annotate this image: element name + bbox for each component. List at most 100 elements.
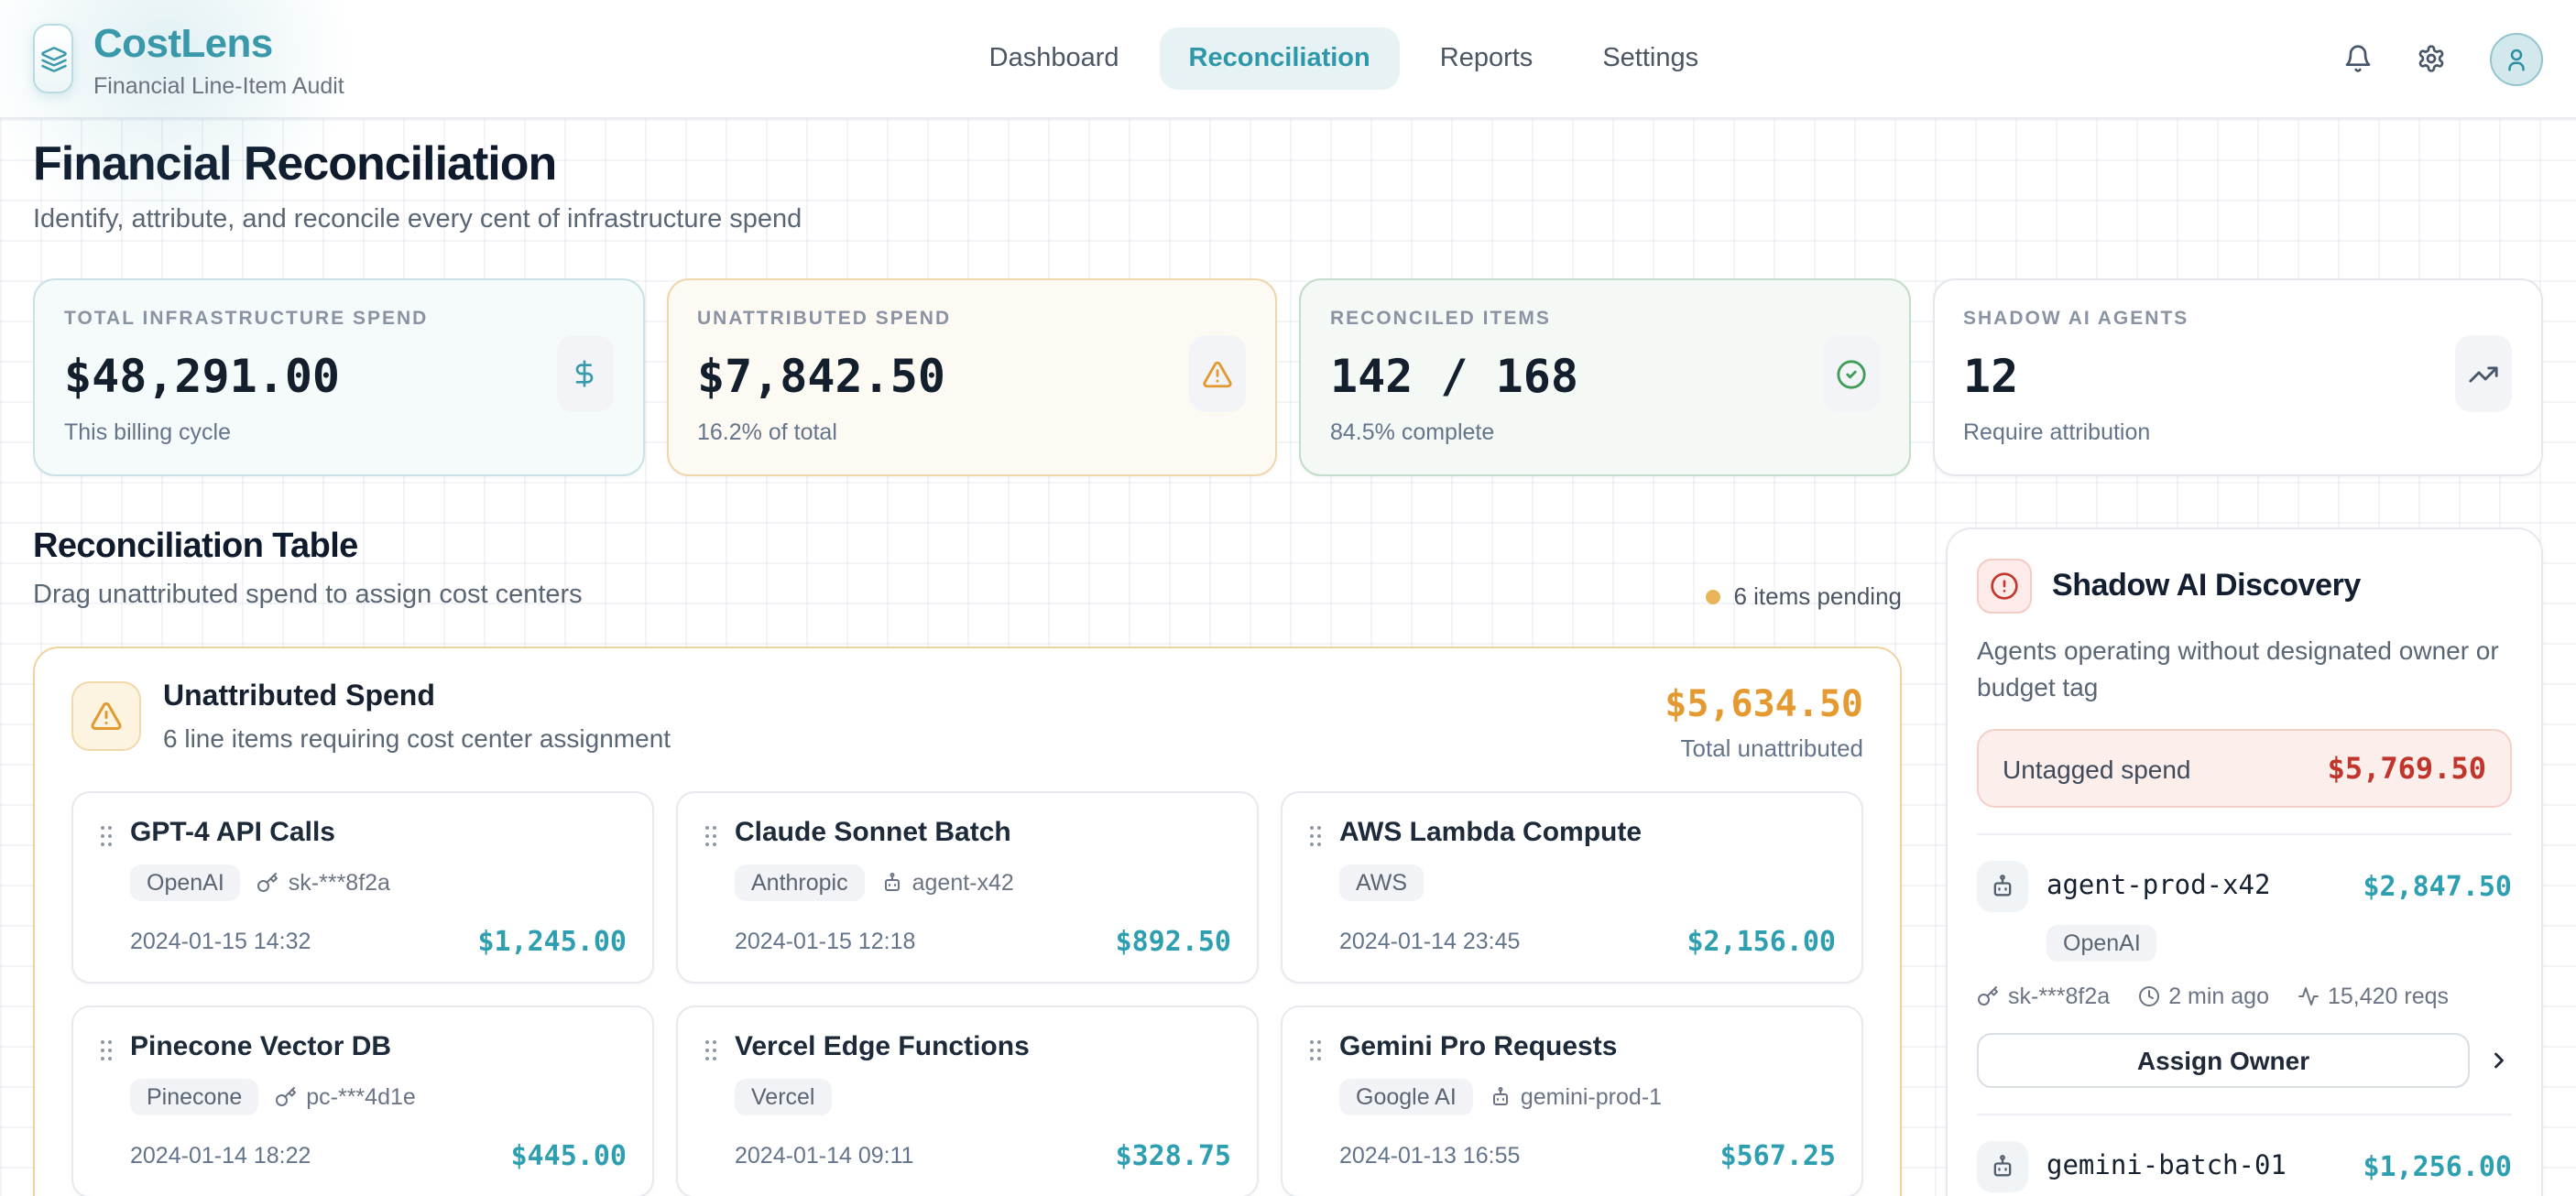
line-item-aws-lambda[interactable]: AWS Lambda Compute AWS 2024-01-14 23:45 … — [1281, 791, 1863, 984]
line-item-content: Gemini Pro Requests Google AI gemini-pro… — [1339, 1031, 1836, 1172]
drag-handle-icon[interactable] — [99, 1037, 114, 1172]
pending-badge-label: 6 items pending — [1733, 582, 1902, 610]
line-item-date: 2024-01-13 16:55 — [1339, 1143, 1521, 1169]
agent-key-text: sk-***8f2a — [2008, 984, 2111, 1010]
line-item-date: 2024-01-15 14:32 — [130, 929, 311, 954]
main-nav: Dashboard Reconciliation Reports Setting… — [960, 27, 1728, 90]
line-item-name: Vercel Edge Functions — [735, 1031, 1030, 1062]
agent-meta: sk-***8f2a 2 min ago 15,420 reqs — [1977, 984, 2512, 1009]
line-items-grid: GPT-4 API Calls OpenAI sk-***8f2a — [71, 791, 1863, 1196]
user-avatar-icon[interactable] — [2490, 32, 2543, 85]
agent-name: agent-prod-x42 — [2047, 872, 2271, 902]
unattributed-title: Unattributed Spend — [163, 681, 435, 712]
agent-amount: $2,847.50 — [2363, 870, 2512, 904]
stats-row: TOTAL INFRASTRUCTURE SPEND $48,291.00 Th… — [33, 278, 2543, 476]
warning-triangle-icon — [71, 681, 141, 751]
shadow-ai-panel: Shadow AI Discovery Agents operating wit… — [1946, 527, 2543, 1196]
stat-label: SHADOW AI AGENTS — [1963, 308, 2189, 330]
line-item-ref: gemini-prod-1 — [1490, 1084, 1662, 1110]
line-item-name: Pinecone Vector DB — [130, 1031, 392, 1062]
line-item-pinecone[interactable]: Pinecone Vector DB Pinecone pc-***4d1e — [71, 1006, 654, 1196]
line-item-gemini[interactable]: Gemini Pro Requests Google AI gemini-pro… — [1281, 1006, 1863, 1196]
shadow-panel-title: Shadow AI Discovery — [2052, 568, 2361, 603]
line-item-content: GPT-4 API Calls OpenAI sk-***8f2a — [130, 817, 627, 958]
nav-item-reconciliation[interactable]: Reconciliation — [1159, 27, 1400, 90]
drag-handle-icon[interactable] — [99, 822, 114, 958]
brand-tagline: Financial Line-Item Audit — [93, 72, 344, 98]
line-item-content: Pinecone Vector DB Pinecone pc-***4d1e — [130, 1031, 627, 1172]
nav-item-settings[interactable]: Settings — [1573, 27, 1728, 90]
line-item-ref-text: sk-***8f2a — [288, 870, 390, 896]
unattributed-total: $5,634.50 — [1665, 681, 1863, 725]
warning-triangle-icon — [1189, 335, 1246, 412]
unattributed-subtitle: 6 line items requiring cost center assig… — [163, 723, 671, 753]
line-item-date: 2024-01-14 18:22 — [130, 1143, 311, 1169]
section-subtitle: Drag unattributed spend to assign cost c… — [33, 581, 583, 610]
line-item-content: Vercel Edge Functions Vercel 2024-01-14 … — [735, 1031, 1231, 1172]
nav-item-dashboard[interactable]: Dashboard — [960, 27, 1149, 90]
vendor-badge: OpenAI — [130, 864, 241, 901]
line-item-tags: Anthropic agent-x42 — [735, 864, 1231, 901]
line-item-ref: agent-x42 — [881, 870, 1014, 896]
line-item-amount: $445.00 — [510, 1139, 627, 1172]
line-item-amount: $328.75 — [1115, 1139, 1231, 1172]
bell-icon[interactable] — [2343, 44, 2373, 73]
stat-label: UNATTRIBUTED SPEND — [697, 308, 952, 330]
unattributed-panel-header: Unattributed Spend 6 line items requirin… — [71, 681, 1863, 762]
line-item-tags: Pinecone pc-***4d1e — [130, 1079, 627, 1115]
agent-badge-row: OpenAI — [2047, 925, 2512, 962]
agent-actions: Assign Owner — [1977, 1033, 2512, 1089]
line-item-name: Gemini Pro Requests — [1339, 1031, 1618, 1062]
unattributed-title-block: Unattributed Spend 6 line items requirin… — [163, 681, 671, 753]
stat-value: $7,842.50 — [697, 350, 945, 403]
line-item-content: Claude Sonnet Batch Anthropic agent-x42 — [735, 817, 1231, 958]
trending-up-icon — [2455, 335, 2512, 412]
brand-text: CostLens Financial Line-Item Audit — [93, 19, 344, 98]
layers-icon — [39, 45, 67, 72]
line-item-ref-text: gemini-prod-1 — [1520, 1084, 1663, 1110]
line-item-amount: $567.25 — [1719, 1139, 1836, 1172]
line-item-gpt4[interactable]: GPT-4 API Calls OpenAI sk-***8f2a — [71, 791, 654, 984]
stat-card-total-spend: TOTAL INFRASTRUCTURE SPEND $48,291.00 Th… — [33, 278, 644, 476]
alert-circle-icon — [1977, 559, 2032, 614]
line-item-vercel[interactable]: Vercel Edge Functions Vercel 2024-01-14 … — [676, 1006, 1259, 1196]
shadow-panel-subtitle: Agents operating without designated owne… — [1977, 636, 2499, 701]
activity-icon — [2297, 985, 2319, 1007]
robot-icon — [881, 872, 903, 894]
agent-amount: $1,256.00 — [2363, 1150, 2512, 1184]
assign-owner-button[interactable]: Assign Owner — [1977, 1033, 2470, 1089]
chevron-right-icon[interactable] — [2486, 1048, 2512, 1073]
robot-icon — [1977, 861, 2028, 913]
agent-entry-gemini-batch: gemini-batch-01 $1,256.00 Google AI ai-*… — [1977, 1114, 2512, 1196]
line-item-claude[interactable]: Claude Sonnet Batch Anthropic agent-x42 — [676, 791, 1259, 984]
drag-handle-icon[interactable] — [704, 1037, 718, 1172]
brand[interactable]: CostLens Financial Line-Item Audit — [33, 19, 344, 98]
line-item-footer: 2024-01-14 09:11 $328.75 — [735, 1139, 1231, 1172]
page-title: Financial Reconciliation — [33, 136, 557, 190]
gear-icon[interactable] — [2417, 44, 2446, 73]
line-item-footer: 2024-01-14 23:45 $2,156.00 — [1339, 925, 1836, 958]
drag-handle-icon[interactable] — [1308, 1037, 1323, 1172]
untagged-spend-box: Untagged spend $5,769.50 — [1977, 729, 2512, 809]
stat-card-shadow-agents: SHADOW AI AGENTS 12 Require attribution — [1932, 278, 2543, 476]
unattributed-total-label: Total unattributed — [1680, 734, 1863, 762]
brand-name: CostLens — [93, 19, 273, 65]
line-item-ref: sk-***8f2a — [257, 870, 390, 896]
nav-item-reports[interactable]: Reports — [1411, 27, 1563, 90]
drag-handle-icon[interactable] — [1308, 822, 1323, 958]
header-actions — [2343, 32, 2543, 85]
stat-card-reconciled: RECONCILED ITEMS 142 / 168 84.5% complet… — [1299, 278, 1910, 476]
drag-handle-icon[interactable] — [704, 822, 718, 958]
robot-icon — [1977, 1141, 2028, 1193]
section-heading-block: Reconciliation Table Drag unattributed s… — [33, 527, 583, 610]
untagged-spend-value: $5,769.50 — [2327, 751, 2486, 787]
stat-card-unattributed: UNATTRIBUTED SPEND $7,842.50 16.2% of to… — [666, 278, 1277, 476]
key-icon — [257, 872, 279, 894]
agent-row: gemini-batch-01 $1,256.00 — [1977, 1141, 2512, 1193]
reconciliation-section-header: Reconciliation Table Drag unattributed s… — [33, 527, 1902, 610]
line-item-footer: 2024-01-15 12:18 $892.50 — [735, 925, 1231, 958]
main-content: Financial Reconciliation Identify, attri… — [0, 119, 2576, 1196]
agent-last-seen-text: 2 min ago — [2168, 984, 2269, 1010]
stat-label: TOTAL INFRASTRUCTURE SPEND — [64, 308, 429, 330]
agent-key: sk-***8f2a — [1977, 984, 2110, 1009]
